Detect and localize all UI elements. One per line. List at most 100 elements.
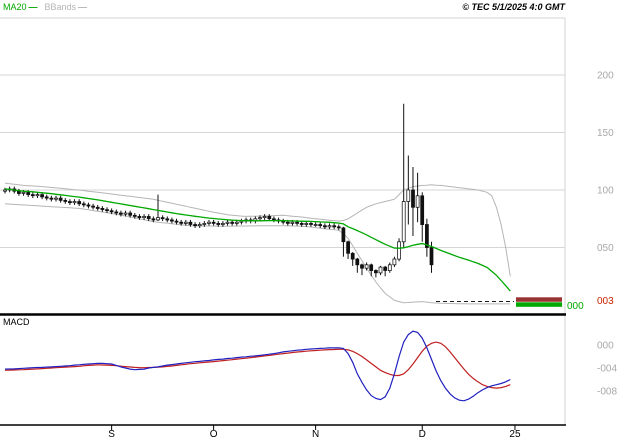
candle-body bbox=[132, 214, 137, 217]
candle-body bbox=[332, 225, 337, 228]
candle-body bbox=[401, 201, 406, 243]
candle-body bbox=[63, 200, 68, 202]
candle-body bbox=[174, 220, 179, 223]
candle-body bbox=[91, 205, 95, 208]
candle-body bbox=[411, 189, 415, 208]
candle-body bbox=[165, 218, 170, 221]
candle-body bbox=[378, 266, 383, 274]
candle-body bbox=[151, 218, 156, 221]
candle-body bbox=[299, 223, 304, 225]
candle-body bbox=[3, 189, 7, 192]
macd-axis-label: 000 bbox=[597, 341, 614, 352]
candle-body bbox=[114, 211, 119, 214]
candle-body bbox=[323, 225, 327, 228]
candle-body bbox=[429, 247, 434, 266]
price-axis-label: 050 bbox=[597, 243, 614, 254]
candle-body bbox=[420, 195, 425, 225]
candle-body bbox=[258, 217, 262, 220]
candle-body bbox=[95, 206, 100, 209]
candle-body bbox=[221, 223, 225, 225]
candle-body bbox=[383, 266, 388, 271]
candle-body bbox=[207, 221, 211, 224]
candle-body bbox=[142, 216, 146, 218]
candle-body bbox=[272, 218, 276, 221]
ma-tag-label: 000 bbox=[567, 301, 584, 312]
candle-body bbox=[355, 258, 360, 266]
candle-body bbox=[425, 224, 429, 248]
x-axis-tick-label: D bbox=[419, 429, 426, 440]
legend-bbands-label: BBands bbox=[44, 2, 77, 12]
candle-body bbox=[170, 219, 174, 222]
candle-body bbox=[387, 264, 392, 271]
candle-body bbox=[313, 224, 318, 226]
candle-body bbox=[202, 223, 207, 225]
candle-body bbox=[211, 221, 216, 224]
last-price-tag-label: 003 bbox=[597, 296, 614, 307]
candle-body bbox=[318, 224, 323, 227]
candle-body bbox=[123, 212, 128, 215]
copyright-text: © TEC 5/1/2025 4:0 GMT bbox=[462, 2, 565, 12]
candle-body bbox=[109, 210, 114, 213]
macd-line bbox=[4, 330, 511, 402]
macd-axis-label: -008 bbox=[597, 387, 617, 398]
candle-body bbox=[40, 194, 44, 198]
candle-body bbox=[234, 221, 239, 224]
candle-body bbox=[146, 216, 151, 220]
x-axis-tick-label: 25 bbox=[509, 429, 521, 440]
candle-body bbox=[179, 221, 184, 224]
candle-body bbox=[341, 227, 346, 243]
candle-body bbox=[35, 194, 40, 197]
candle-body bbox=[81, 203, 86, 206]
candle-body bbox=[327, 225, 332, 228]
candle-body bbox=[183, 221, 188, 224]
candle-body bbox=[364, 264, 369, 269]
candle-body bbox=[160, 217, 165, 220]
price-axis-label: 200 bbox=[597, 71, 614, 82]
candle-body bbox=[100, 208, 105, 210]
candle-body bbox=[369, 264, 374, 271]
candle-body bbox=[44, 196, 49, 199]
candle-body bbox=[128, 212, 133, 216]
macd-panel-title: MACD bbox=[3, 317, 30, 327]
legend-bbands-line-swatch: — bbox=[78, 2, 88, 12]
candle-body bbox=[374, 270, 378, 274]
candle-body bbox=[54, 197, 58, 200]
candle-body bbox=[68, 201, 72, 204]
candle-body bbox=[309, 223, 313, 225]
price-axis-label: 100 bbox=[597, 186, 614, 197]
x-axis-tick-label: S bbox=[108, 429, 115, 440]
candle-body bbox=[30, 194, 35, 197]
candle-body bbox=[193, 224, 197, 227]
candle-body bbox=[262, 216, 267, 218]
candle-body bbox=[336, 226, 341, 229]
candle-body bbox=[415, 195, 420, 208]
candle-body bbox=[137, 216, 142, 218]
candle-body bbox=[72, 201, 77, 204]
x-axis-tick-label: O bbox=[210, 429, 218, 440]
candle-body bbox=[285, 221, 290, 224]
candle-body bbox=[21, 191, 26, 194]
candle-body bbox=[230, 221, 235, 224]
x-axis-tick-label: N bbox=[312, 429, 319, 440]
candle-body bbox=[397, 241, 401, 260]
candle-body bbox=[197, 224, 202, 227]
last-price-tag-bar bbox=[516, 297, 562, 302]
bbands-lower-line bbox=[4, 203, 511, 305]
legend-ma20-line-swatch: — bbox=[28, 2, 38, 12]
candle-body bbox=[188, 221, 193, 225]
candle-body bbox=[295, 221, 299, 224]
ma20-line bbox=[4, 188, 511, 292]
candle-body bbox=[406, 189, 411, 202]
candle-body bbox=[86, 204, 91, 207]
candle-body bbox=[225, 221, 230, 224]
candle-body bbox=[304, 223, 309, 225]
candle-body bbox=[58, 197, 63, 201]
candle-body bbox=[77, 201, 82, 205]
candle-body bbox=[17, 190, 21, 194]
candle-body bbox=[346, 241, 350, 254]
candle-body bbox=[290, 221, 295, 224]
candle-body bbox=[49, 197, 54, 200]
chart-legend: MA20— BBands — bbox=[3, 2, 94, 12]
